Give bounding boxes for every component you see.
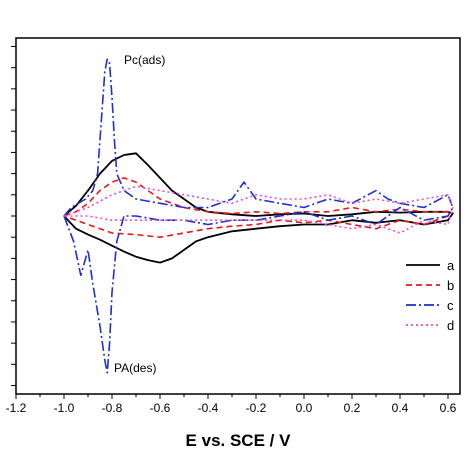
x-tick-label: -1.0 — [54, 401, 75, 415]
x-tick-label: 0.0 — [296, 401, 313, 415]
annotation-pc-ads: Pc(ads) — [124, 53, 165, 67]
x-tick-label: 0.6 — [440, 401, 457, 415]
x-tick-label: -1.2 — [6, 401, 27, 415]
series-d-line — [63, 185, 454, 234]
legend-label-b: b — [447, 278, 454, 293]
legend-label-c: c — [447, 298, 454, 313]
x-tick-label: 0.4 — [392, 401, 409, 415]
x-ticks: -1.2 -1.0 -0.8 -0.6 -0.4 -0.2 0.0 0.2 0.4 0.6 — [6, 394, 457, 415]
y-ticks — [11, 45, 16, 387]
plot-lines — [63, 58, 454, 374]
annotation-pa-des: PA(des) — [114, 361, 156, 375]
legend-label-a: a — [447, 258, 455, 273]
legend-label-d: d — [447, 318, 454, 333]
series-a-line — [63, 152, 454, 264]
x-tick-label: -0.8 — [102, 401, 123, 415]
x-tick-label: -0.2 — [246, 401, 267, 415]
x-tick-label: 0.2 — [344, 401, 361, 415]
x-axis-label: E vs. SCE / V — [186, 431, 292, 450]
x-tick-label: -0.4 — [198, 401, 219, 415]
x-tick-label: -0.6 — [150, 401, 171, 415]
